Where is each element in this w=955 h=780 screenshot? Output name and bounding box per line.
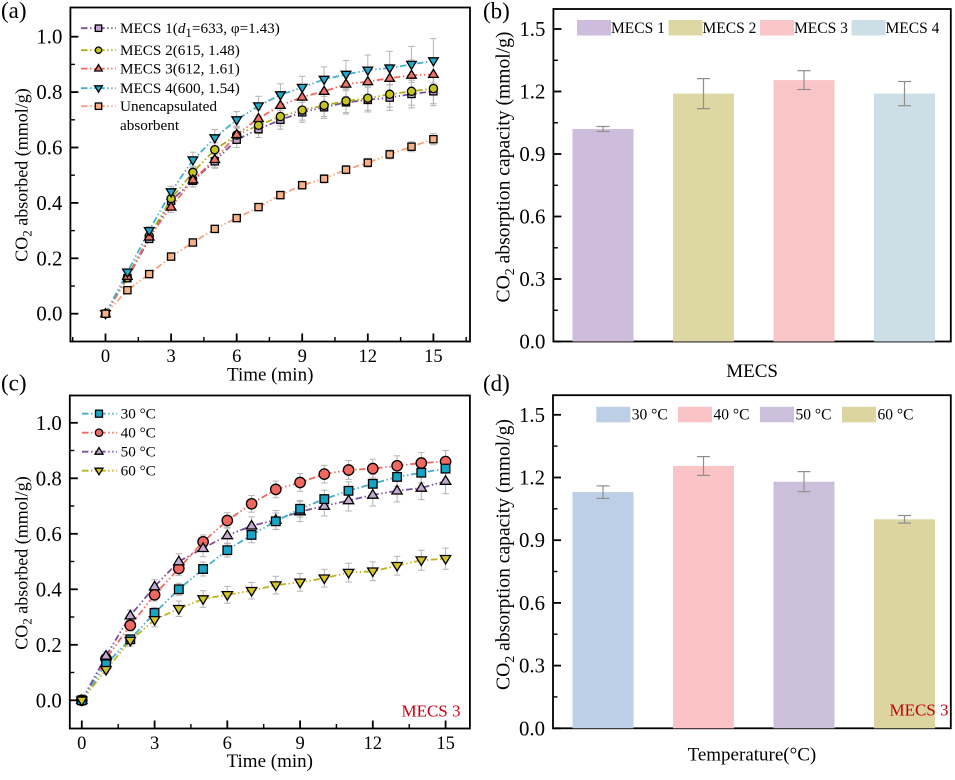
svg-text:CO2 absorption capacity (mmol/: CO2 absorption capacity (mmol/g): [494, 419, 519, 690]
svg-text:MECS 4(600, 1.54): MECS 4(600, 1.54): [120, 80, 240, 97]
svg-text:0.0: 0.0: [36, 689, 62, 712]
svg-text:40 °C: 40 °C: [121, 425, 156, 442]
svg-text:0.2: 0.2: [36, 247, 62, 270]
svg-text:9: 9: [298, 347, 307, 367]
svg-text:1.2: 1.2: [519, 81, 545, 104]
svg-text:CO2 absorbed (mmol/g): CO2 absorbed (mmol/g): [12, 476, 35, 650]
svg-text:0.4: 0.4: [36, 192, 63, 215]
svg-text:0.0: 0.0: [519, 331, 545, 354]
svg-text:(b): (b): [483, 0, 510, 24]
svg-text:15: 15: [436, 734, 455, 754]
svg-text:3: 3: [166, 347, 175, 367]
svg-text:0.9: 0.9: [519, 529, 545, 552]
svg-text:0: 0: [77, 734, 86, 754]
svg-text:1.0: 1.0: [36, 412, 62, 435]
svg-text:MECS 2: MECS 2: [703, 20, 757, 37]
svg-text:6: 6: [223, 734, 232, 754]
svg-text:6: 6: [232, 347, 241, 367]
svg-text:MECS 2(615, 1.48): MECS 2(615, 1.48): [120, 42, 240, 59]
svg-text:15: 15: [424, 347, 443, 367]
svg-text:0.3: 0.3: [519, 655, 545, 678]
svg-text:CO2 absorbed (mmol/g): CO2 absorbed (mmol/g): [12, 88, 35, 262]
svg-text:30 °C: 30 °C: [121, 406, 156, 423]
svg-text:50 °C: 50 °C: [121, 444, 156, 461]
svg-text:Time (min): Time (min): [227, 751, 313, 772]
svg-text:0.8: 0.8: [36, 81, 62, 104]
svg-text:MECS: MECS: [726, 361, 778, 382]
svg-text:(a): (a): [1, 0, 27, 23]
svg-text:MECS 1: MECS 1: [611, 20, 665, 37]
svg-text:0: 0: [101, 347, 110, 367]
svg-text:40 °C: 40 °C: [714, 407, 750, 424]
svg-text:30 °C: 30 °C: [632, 407, 668, 424]
svg-text:0.6: 0.6: [36, 523, 62, 546]
svg-text:MECS 3: MECS 3: [401, 701, 460, 720]
svg-text:1.0: 1.0: [36, 26, 62, 49]
svg-text:60 °C: 60 °C: [878, 407, 914, 424]
svg-text:0.6: 0.6: [36, 137, 62, 160]
svg-text:1.5: 1.5: [519, 18, 545, 41]
svg-text:Time (min): Time (min): [227, 365, 313, 386]
svg-text:3: 3: [150, 734, 159, 754]
svg-text:0.6: 0.6: [519, 206, 545, 229]
svg-text:0.8: 0.8: [36, 467, 62, 490]
svg-text:MECS 3(612, 1.61): MECS 3(612, 1.61): [120, 61, 240, 78]
svg-text:12: 12: [364, 734, 383, 754]
svg-text:0.0: 0.0: [36, 303, 62, 326]
svg-text:0.0: 0.0: [519, 717, 545, 740]
svg-text:(c): (c): [1, 371, 27, 396]
svg-text:absorbent: absorbent: [120, 117, 180, 134]
svg-text:Unencapsulated: Unencapsulated: [120, 98, 217, 115]
svg-text:MECS 1(d1=633, φ=1.43): MECS 1(d1=633, φ=1.43): [120, 20, 280, 40]
svg-text:12: 12: [359, 347, 378, 367]
svg-text:0.6: 0.6: [519, 592, 545, 615]
svg-text:Temperature(°C): Temperature(°C): [688, 745, 817, 766]
svg-text:1.2: 1.2: [519, 467, 545, 490]
svg-text:MECS 3: MECS 3: [794, 20, 848, 37]
svg-text:0.3: 0.3: [519, 268, 545, 291]
svg-text:60 °C: 60 °C: [121, 463, 156, 480]
svg-text:0.4: 0.4: [36, 578, 63, 601]
svg-text:MECS 3: MECS 3: [889, 701, 948, 720]
svg-text:50 °C: 50 °C: [796, 407, 832, 424]
svg-text:0.9: 0.9: [519, 143, 545, 166]
svg-text:CO2 absorption capacity (mmol/: CO2 absorption capacity (mmol/g): [494, 32, 519, 303]
svg-text:9: 9: [295, 734, 304, 754]
svg-text:MECS 4: MECS 4: [886, 20, 940, 37]
svg-text:1.5: 1.5: [519, 404, 545, 427]
svg-text:0.2: 0.2: [36, 634, 62, 657]
svg-text:(d): (d): [483, 371, 510, 396]
